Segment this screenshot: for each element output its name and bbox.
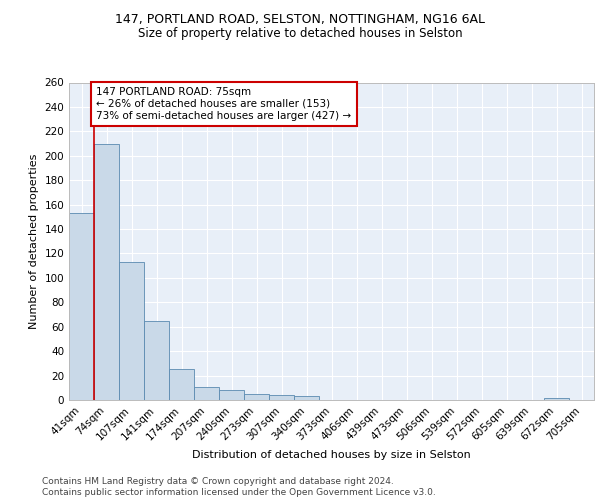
X-axis label: Distribution of detached houses by size in Selston: Distribution of detached houses by size …: [192, 450, 471, 460]
Text: 147 PORTLAND ROAD: 75sqm
← 26% of detached houses are smaller (153)
73% of semi-: 147 PORTLAND ROAD: 75sqm ← 26% of detach…: [97, 88, 352, 120]
Bar: [94, 144, 119, 400]
Text: Size of property relative to detached houses in Selston: Size of property relative to detached ho…: [137, 28, 463, 40]
Bar: [194, 386, 219, 400]
Bar: [219, 390, 244, 400]
Bar: [69, 213, 94, 400]
Bar: [269, 395, 294, 400]
Bar: [294, 396, 319, 400]
Text: 147, PORTLAND ROAD, SELSTON, NOTTINGHAM, NG16 6AL: 147, PORTLAND ROAD, SELSTON, NOTTINGHAM,…: [115, 12, 485, 26]
Bar: [119, 262, 144, 400]
Bar: [144, 320, 169, 400]
Y-axis label: Number of detached properties: Number of detached properties: [29, 154, 39, 329]
Bar: [544, 398, 569, 400]
Bar: [169, 370, 194, 400]
Text: Contains HM Land Registry data © Crown copyright and database right 2024.
Contai: Contains HM Land Registry data © Crown c…: [42, 478, 436, 497]
Bar: [244, 394, 269, 400]
